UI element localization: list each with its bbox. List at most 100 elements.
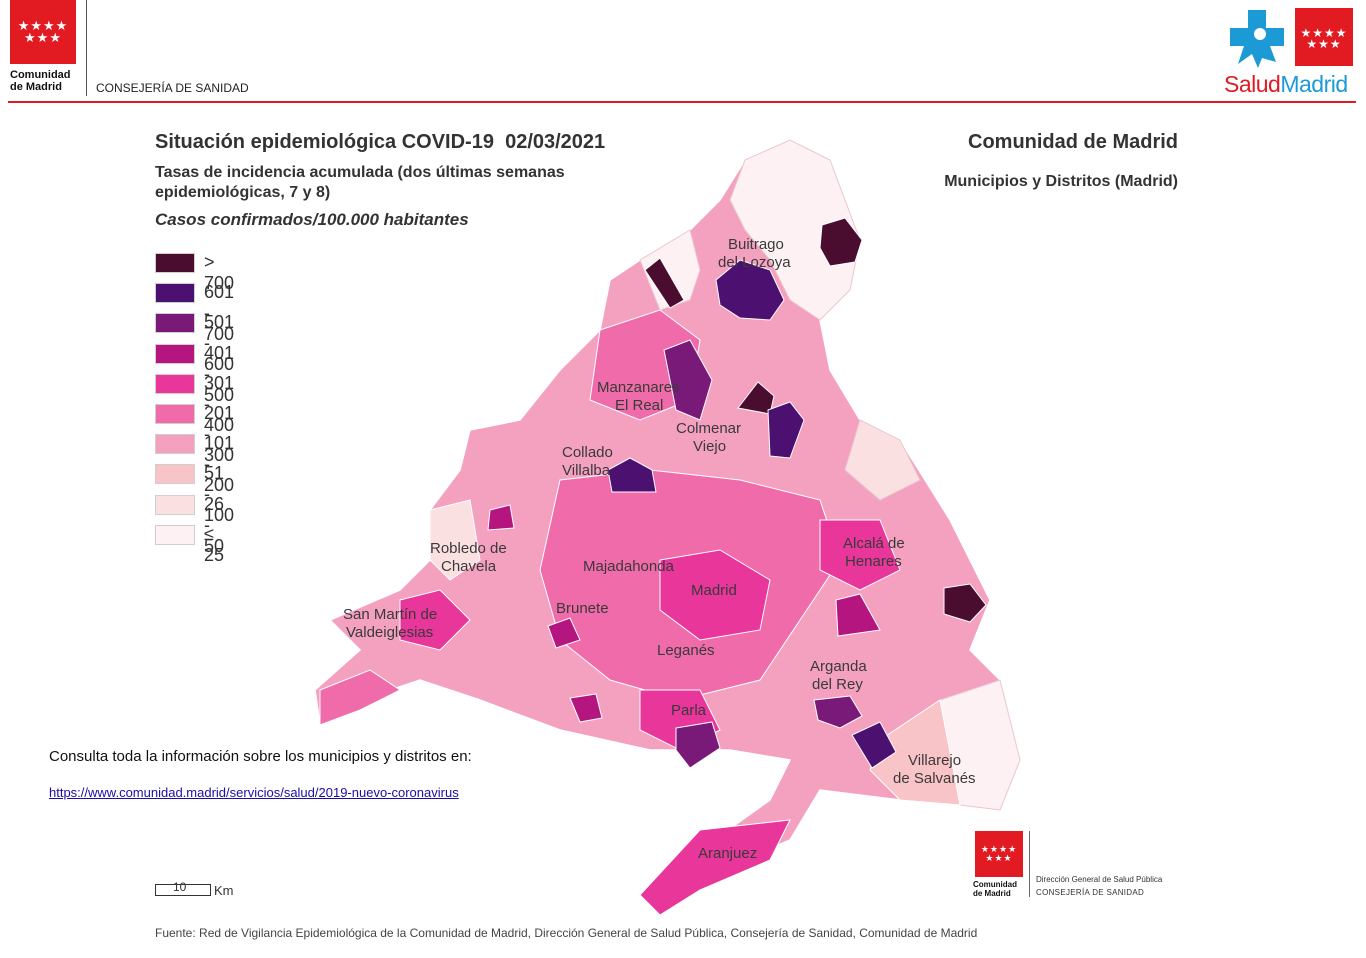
salud-madrid-cross-icon (1230, 10, 1284, 68)
legend-label: 401 - 500 (204, 342, 235, 405)
label-aranjuez: Aranjuez (698, 845, 757, 862)
label-manzanares-2: El Real (615, 397, 663, 414)
label-villarejo-2: de Salvanés (893, 770, 976, 787)
region-gt700-center (737, 381, 775, 415)
map-subtitle: Tasas de incidencia acumulada (dos últim… (155, 164, 565, 201)
legend-swatch (155, 403, 195, 424)
legend-swatch (155, 494, 195, 515)
label-parla: Parla (671, 702, 707, 719)
region-title: Comunidad de Madrid (968, 131, 1178, 153)
region-gt700-east (943, 583, 987, 623)
legend-label: 26 - 50 (204, 493, 225, 556)
legend-label: > 700 (204, 252, 235, 293)
dg-consejeria: CONSEJERÍA DE SANIDAD (1036, 888, 1145, 897)
legend-swatch (155, 524, 195, 545)
label-buitrago-2: del Lozoya (718, 254, 791, 271)
label-alcala: Alcalá de (843, 535, 905, 552)
legend-label: 601 - 700 (204, 282, 235, 345)
label-leganes: Leganés (657, 642, 715, 659)
legend-swatch (155, 434, 195, 455)
region-east-low (844, 419, 921, 501)
label-buitrago: Buitrago (728, 236, 784, 253)
scale-bar (155, 884, 211, 896)
flag-stars: ★★★★ ★★★ (980, 844, 1018, 863)
region-san-martin (399, 589, 471, 651)
scale-unit: Km (214, 883, 234, 898)
legend-swatch (155, 313, 195, 334)
dg-org-line1: Comunidad (973, 880, 1017, 889)
legend-swatch (155, 343, 195, 364)
label-brunete: Brunete (556, 600, 609, 617)
legend-swatch (155, 283, 195, 304)
region-401-sw (569, 693, 603, 723)
region-601-buitrago (715, 259, 785, 321)
label-arganda: Arganda (810, 658, 867, 675)
label-colmenar: Colmenar (676, 420, 741, 437)
label-majadahonda: Majadahonda (583, 558, 675, 575)
region-401-east (835, 593, 881, 637)
info-link[interactable]: https://www.comunidad.madrid/servicios/s… (49, 785, 459, 800)
consejeria-label: CONSEJERÍA DE SANIDAD (96, 81, 249, 95)
map-regions (314, 139, 1021, 916)
legend-label: ≤ 25 (204, 523, 225, 565)
region-501-arganda (813, 695, 863, 729)
org-name-line2: de Madrid (10, 81, 62, 93)
region-north-low (729, 139, 861, 321)
header-separator (86, 0, 87, 96)
label-robledo-2: Chavela (441, 558, 497, 575)
legend-label: 51 - 100 (204, 463, 235, 526)
label-robledo: Robledo de (430, 540, 507, 557)
org-name: Comunidad de Madrid (10, 69, 71, 93)
region-madrid-city (659, 549, 771, 641)
label-manzanares: Manzanares (597, 379, 680, 396)
dg-org-line2: de Madrid (973, 889, 1011, 898)
legend-label: 101 - 200 (204, 433, 235, 496)
flag-stars: ★★★★ ★★★ (1300, 26, 1348, 51)
region-501-manzanares (663, 339, 713, 421)
region-alcala (819, 519, 901, 591)
dg-flag-logo: ★★★★ ★★★ (975, 831, 1023, 877)
legend-label: 501 - 600 (204, 312, 235, 375)
map-title: Situación epidemiológica COVID-19 02/03/… (155, 131, 606, 153)
salud-madrid-flag-logo: ★★★★ ★★★ (1295, 8, 1353, 66)
region-601-southeast (851, 721, 897, 769)
dg-org-name: Comunidad de Madrid (973, 880, 1017, 898)
region-gt700-north (819, 217, 863, 267)
label-madrid: Madrid (691, 582, 737, 599)
brand-part1: Salud (1224, 71, 1281, 97)
region-501-parla (675, 721, 721, 769)
salud-madrid-wordmark: SaludMadrid (1224, 71, 1348, 98)
label-collado-2: Villalba (562, 462, 611, 479)
region-subtitle: Municipios y Distritos (Madrid) (944, 173, 1178, 190)
comunidad-madrid-flag-logo: ★★★★ ★★★ (10, 0, 76, 64)
region-aranjuez (639, 819, 791, 916)
region-gt700-nw (644, 257, 685, 309)
region-601-colmenar (767, 401, 805, 459)
region-west-low (429, 499, 481, 581)
legend-swatch (155, 373, 195, 394)
units-caption: Casos confirmados/100.000 habitantes (155, 210, 469, 229)
header-divider (8, 101, 1356, 103)
legend-label: 201 - 300 (204, 402, 235, 465)
region-401-robledo (487, 504, 515, 531)
dg-separator (1029, 831, 1030, 897)
flag-stars: ★★★★ ★★★ (17, 18, 69, 45)
label-san-martin: San Martín de (343, 606, 437, 623)
label-arganda-2: del Rey (812, 676, 863, 693)
label-san-martin-2: Valdeiglesias (346, 624, 433, 641)
info-text: Consulta toda la información sobre los m… (49, 748, 472, 765)
label-collado: Collado (562, 444, 613, 461)
legend-swatch (155, 464, 195, 485)
region-401-brunete (547, 617, 581, 649)
legend-label: 301 - 400 (204, 372, 235, 435)
region-601-villalba (607, 457, 657, 493)
legend-swatch (155, 253, 195, 273)
region-northwest-low (639, 229, 701, 311)
place-labels: Buitrago del Lozoya Manzanares El Real C… (343, 236, 976, 862)
brand-part2: Madrid (1280, 71, 1348, 97)
label-colmenar-2: Viejo (693, 438, 726, 455)
org-name-line1: Comunidad (10, 69, 71, 81)
scale-value: 10 (173, 880, 187, 894)
label-villarejo: Villarejo (908, 752, 961, 769)
